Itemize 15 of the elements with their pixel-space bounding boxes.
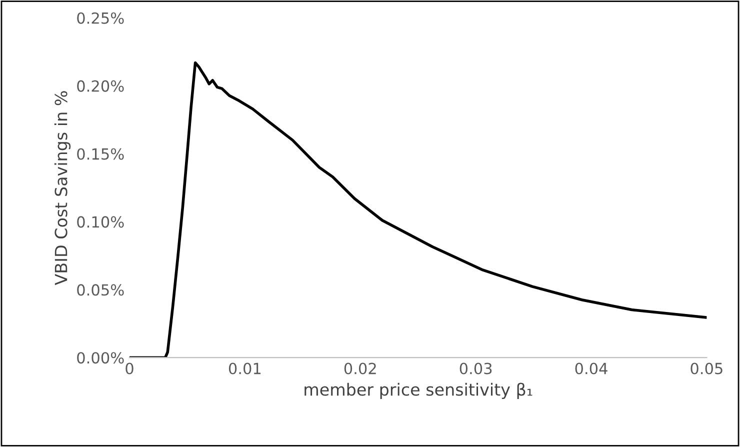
- x-tick-label: 0.05: [690, 362, 722, 374]
- x-axis-title: member price sensitivity β₁: [304, 382, 532, 400]
- y-tick-label: 0.05%: [77, 284, 124, 296]
- y-tick-label: 0.25%: [77, 12, 124, 24]
- x-tick-label: 0.04: [575, 362, 608, 374]
- x-tick-label: 0.02: [344, 362, 376, 374]
- x-tick-label: 0.01: [228, 362, 261, 374]
- y-tick-label: 0.20%: [77, 80, 124, 92]
- y-tick-label: 0.15%: [77, 148, 124, 160]
- y-tick-label: 0.10%: [77, 216, 124, 228]
- y-axis-title: VBID Cost Savings in %: [54, 91, 71, 286]
- line-series: [130, 61, 707, 358]
- x-tick-label: 0.03: [460, 362, 492, 374]
- x-tick-label: 0: [126, 362, 134, 374]
- y-tick-label: 0.00%: [77, 352, 124, 364]
